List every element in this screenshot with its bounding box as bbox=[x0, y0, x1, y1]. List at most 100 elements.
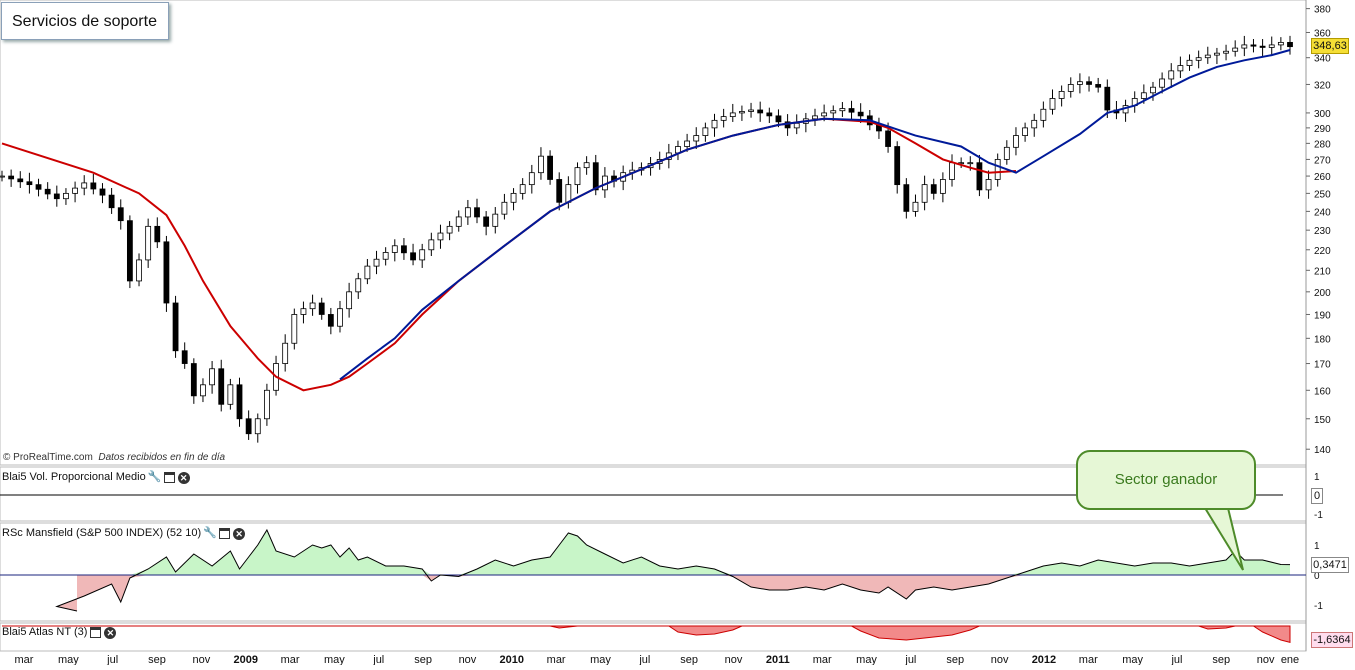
candle-body-58 bbox=[528, 172, 535, 186]
x-tick-label-11: 2010 bbox=[500, 654, 524, 665]
price-tick-label-9: 230 bbox=[1314, 226, 1331, 237]
x-tick-label-20: jul bbox=[904, 654, 916, 665]
price-tick-label-12: 260 bbox=[1314, 172, 1331, 183]
candle-body-62 bbox=[565, 184, 572, 203]
candle-body-89 bbox=[812, 115, 818, 120]
price-tick-label-17: 320 bbox=[1314, 80, 1331, 91]
x-tick-label-21: sep bbox=[946, 654, 964, 665]
candle-body-12 bbox=[108, 194, 115, 209]
credit-note: Datos recibidos en fin de día bbox=[98, 452, 226, 463]
indicator-3-value: -1,6364 bbox=[1311, 632, 1353, 648]
candle-body-59 bbox=[538, 155, 544, 174]
candle-body-63 bbox=[574, 167, 581, 186]
ma-blue-line bbox=[339, 49, 1291, 381]
x-tick-label-9: sep bbox=[414, 654, 432, 665]
candle-body-84 bbox=[766, 112, 773, 117]
x-tick-label-13: may bbox=[590, 654, 611, 665]
candle-body-110 bbox=[1003, 146, 1010, 160]
candle-body-34 bbox=[309, 302, 316, 310]
candle-body-53 bbox=[483, 216, 490, 227]
candle-body-9 bbox=[81, 182, 88, 189]
close-icon[interactable]: ✕ bbox=[177, 471, 190, 484]
wrench-icon[interactable]: 🔧 bbox=[203, 527, 217, 539]
indicator-2-tick-1: 0 bbox=[1314, 571, 1320, 582]
candle-body-114 bbox=[1040, 108, 1047, 121]
candle-body-4 bbox=[35, 184, 42, 190]
candle-body-16 bbox=[145, 225, 152, 261]
candle-body-106 bbox=[967, 162, 974, 165]
price-tick-label-14: 280 bbox=[1314, 139, 1331, 150]
candle-body-57 bbox=[519, 184, 526, 194]
indicator-1-tick-2: -1 bbox=[1314, 510, 1323, 521]
close-icon[interactable]: ✕ bbox=[233, 527, 246, 540]
candle-body-75 bbox=[684, 140, 691, 147]
candle-body-81 bbox=[739, 111, 745, 114]
window-icon[interactable] bbox=[219, 528, 231, 539]
price-tick-label-5: 190 bbox=[1314, 310, 1331, 321]
candle-body-97 bbox=[885, 130, 891, 147]
x-tick-label-4: nov bbox=[193, 654, 211, 665]
candle-body-135 bbox=[1232, 47, 1239, 52]
x-tick-label-25: may bbox=[1122, 654, 1143, 665]
price-tick-label-4: 180 bbox=[1314, 334, 1331, 345]
candle-body-76 bbox=[693, 135, 700, 142]
candle-body-49 bbox=[446, 225, 453, 234]
candle-body-102 bbox=[930, 184, 937, 194]
candle-body-47 bbox=[428, 239, 435, 251]
ma-red-line bbox=[1, 117, 1017, 392]
price-tick-label-3: 170 bbox=[1314, 360, 1331, 371]
wrench-icon[interactable]: 🔧 bbox=[147, 471, 162, 483]
x-tick-label-15: sep bbox=[680, 654, 698, 665]
indicator-3-frame bbox=[0, 622, 1307, 652]
x-tick-label-3: sep bbox=[148, 654, 166, 665]
candle-body-137 bbox=[1250, 44, 1257, 47]
candle-body-24 bbox=[218, 368, 225, 405]
candle-body-56 bbox=[510, 192, 517, 203]
close-icon[interactable]: ✕ bbox=[104, 626, 117, 639]
candle-body-13 bbox=[117, 207, 124, 222]
candle-body-37 bbox=[337, 308, 343, 327]
indicator-1-label: Blai5 Vol. Proporcional Medio bbox=[2, 471, 146, 483]
candle-body-83 bbox=[757, 109, 764, 114]
candle-body-5 bbox=[44, 188, 51, 195]
candle-body-15 bbox=[136, 259, 142, 282]
x-tick-label-27: sep bbox=[1212, 654, 1230, 665]
candle-body-18 bbox=[163, 241, 170, 304]
candle-body-136 bbox=[1241, 44, 1248, 49]
x-tick-label-22: nov bbox=[991, 654, 1009, 665]
annotation-callout: Sector ganador bbox=[1076, 450, 1256, 510]
candle-body-116 bbox=[1058, 90, 1065, 99]
x-tick-label-14: jul bbox=[638, 654, 650, 665]
candle-body-48 bbox=[437, 232, 444, 241]
candle-body-107 bbox=[976, 162, 983, 191]
candle-body-131 bbox=[1195, 57, 1202, 61]
candle-body-61 bbox=[556, 179, 563, 203]
candle-body-43 bbox=[391, 245, 398, 253]
x-tick-label-26: jul bbox=[1170, 654, 1182, 665]
x-tick-label-1: may bbox=[58, 654, 79, 665]
window-icon[interactable] bbox=[163, 472, 175, 483]
candle-body-90 bbox=[821, 112, 828, 117]
credit-source: ProRealTime.com bbox=[13, 452, 93, 463]
candle-body-126 bbox=[1150, 86, 1156, 94]
candle-body-87 bbox=[793, 122, 800, 129]
price-tick-label-19: 360 bbox=[1314, 28, 1331, 39]
candle-body-36 bbox=[327, 314, 334, 327]
candle-body-140 bbox=[1277, 41, 1284, 46]
candle-body-54 bbox=[492, 213, 499, 227]
candle-body-127 bbox=[1159, 78, 1166, 88]
candle-body-91 bbox=[830, 110, 837, 114]
atlas-area bbox=[2, 625, 1291, 644]
candle-body-6 bbox=[53, 193, 60, 200]
candle-body-28 bbox=[254, 418, 261, 435]
candle-body-85 bbox=[775, 115, 782, 123]
x-tick-label-18: mar bbox=[813, 654, 832, 665]
price-tick-label-2: 160 bbox=[1314, 386, 1331, 397]
candle-body-60 bbox=[547, 155, 553, 180]
candle-body-104 bbox=[949, 162, 955, 180]
candle-body-21 bbox=[190, 363, 197, 397]
window-icon[interactable] bbox=[90, 627, 102, 638]
candle-body-7 bbox=[63, 192, 69, 200]
chart-title: Servicios de soporte bbox=[1, 2, 169, 40]
